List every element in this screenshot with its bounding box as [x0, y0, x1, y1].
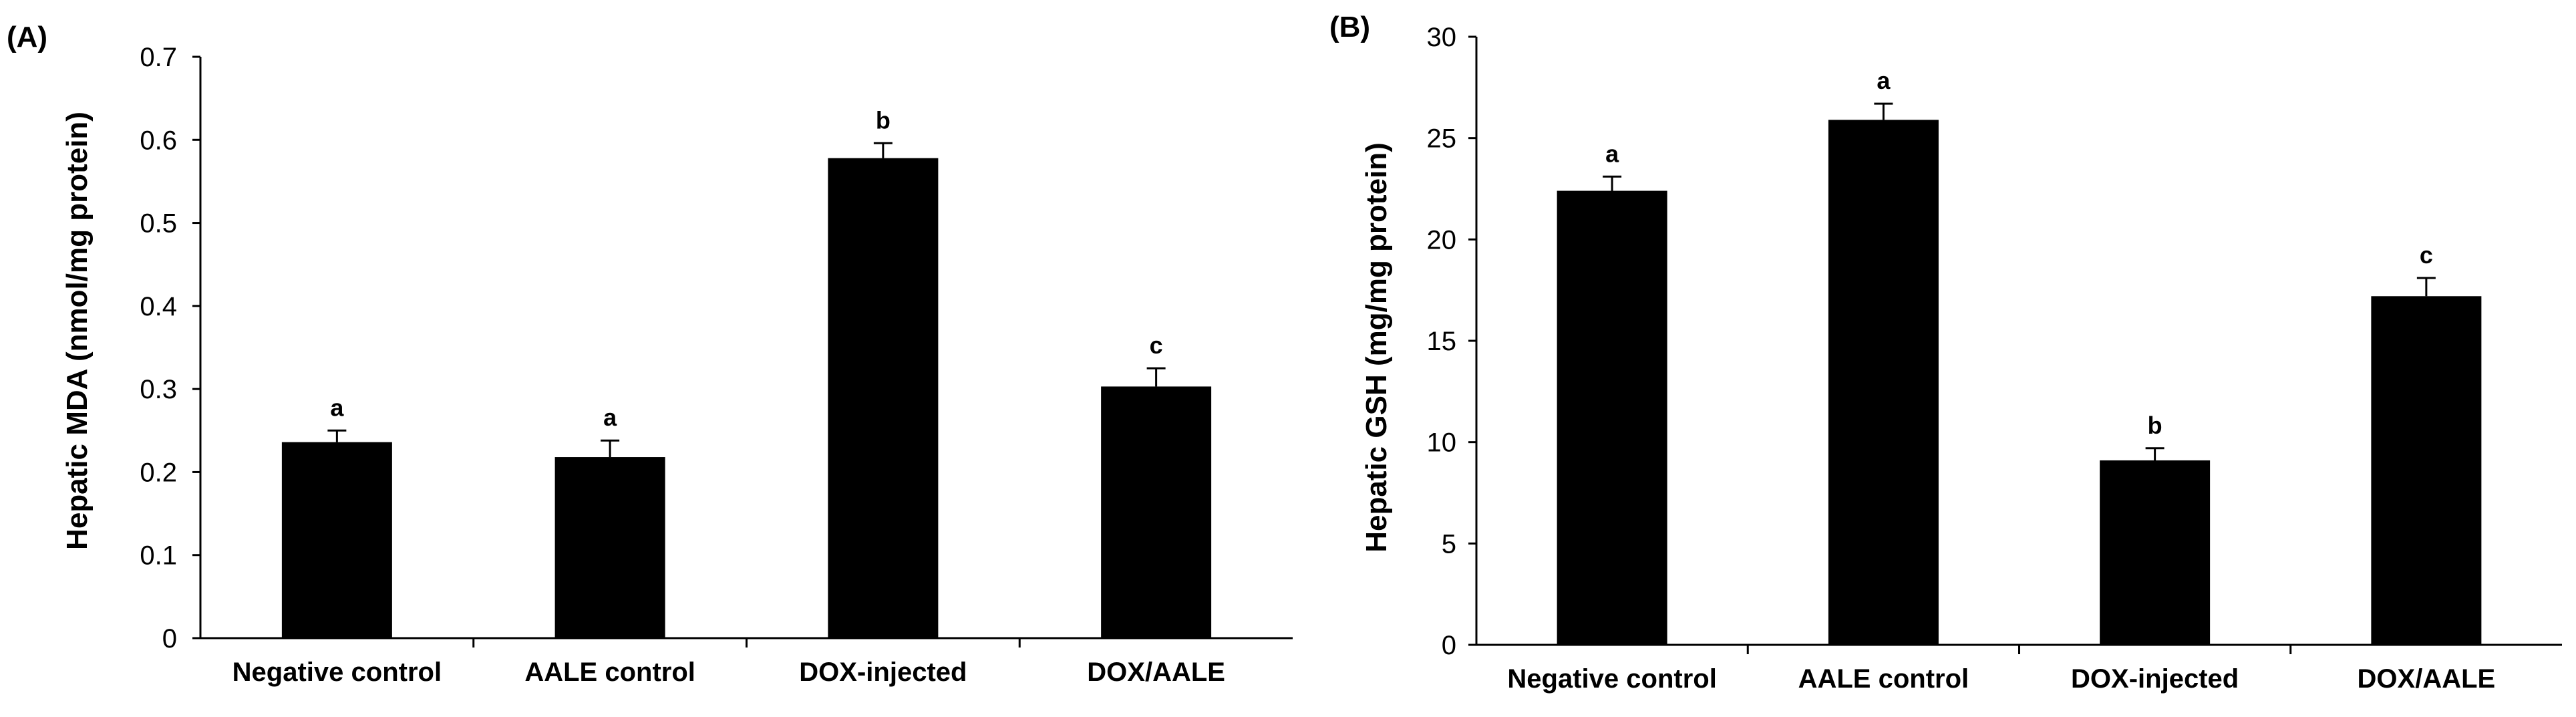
y-tick-label-a: 0.7: [140, 43, 177, 72]
category-label-a: Negative control: [232, 658, 442, 687]
panel-b: (B) Hepatic GSH (mg/mg protein) 0 5 10 15 20…: [1329, 11, 2562, 694]
y-tick-label-a: 0.1: [140, 541, 177, 571]
category-label-a: AALE control: [524, 658, 695, 687]
bar-b: [2100, 460, 2211, 645]
panel-a: (A) Hepatic MDA (nmol/mg protein) 0 0.1 0.…: [7, 21, 1293, 687]
bar-a: [828, 158, 939, 639]
category-label-b: AALE control: [1798, 664, 1969, 694]
y-axis-label-b: Hepatic GSH (mg/mg protein): [1360, 142, 1393, 553]
category-label-a: DOX-injected: [799, 658, 967, 687]
y-axis-label-a: Hepatic MDA (nmol/mg protein): [61, 112, 94, 550]
y-tick-label-b: 0: [1442, 631, 1456, 660]
y-tick-label-a: 0.5: [140, 209, 177, 239]
y-tick-label-b: 25: [1427, 124, 1457, 154]
bar-a: [281, 442, 392, 638]
significance-label-b: a: [1877, 67, 1891, 94]
y-tick-label-b: 10: [1427, 428, 1457, 458]
significance-label-a: a: [330, 394, 344, 421]
category-label-b: DOX/AALE: [2358, 664, 2496, 694]
y-tick-label-a: 0: [162, 624, 177, 654]
y-tick-label-a: 0.6: [140, 126, 177, 155]
significance-label-a: b: [876, 106, 891, 134]
bar-a: [554, 457, 665, 638]
bar-b: [1828, 120, 1939, 645]
category-label-b: DOX-injected: [2071, 664, 2239, 694]
y-tick-label-b: 15: [1427, 327, 1457, 356]
y-tick-label-a: 0.3: [140, 375, 177, 404]
panel-label-a: (A): [7, 21, 47, 53]
bar-b: [2371, 296, 2482, 645]
bar-b: [1557, 190, 1667, 645]
significance-label-b: b: [2148, 412, 2162, 439]
category-label-b: Negative control: [1507, 664, 1716, 694]
significance-label-b: a: [1605, 140, 1619, 167]
bar-a: [1101, 386, 1212, 638]
y-tick-label-b: 20: [1427, 225, 1457, 255]
y-tick-label-b: 5: [1442, 529, 1456, 559]
category-label-a: DOX/AALE: [1087, 658, 1225, 687]
y-tick-label-b: 30: [1427, 23, 1457, 52]
significance-label-a: c: [1150, 331, 1163, 359]
y-tick-label-a: 0.4: [140, 292, 177, 321]
panel-label-b: (B): [1329, 11, 1370, 43]
significance-label-a: a: [603, 404, 617, 431]
y-tick-label-a: 0.2: [140, 458, 177, 487]
significance-label-b: c: [2420, 241, 2433, 269]
